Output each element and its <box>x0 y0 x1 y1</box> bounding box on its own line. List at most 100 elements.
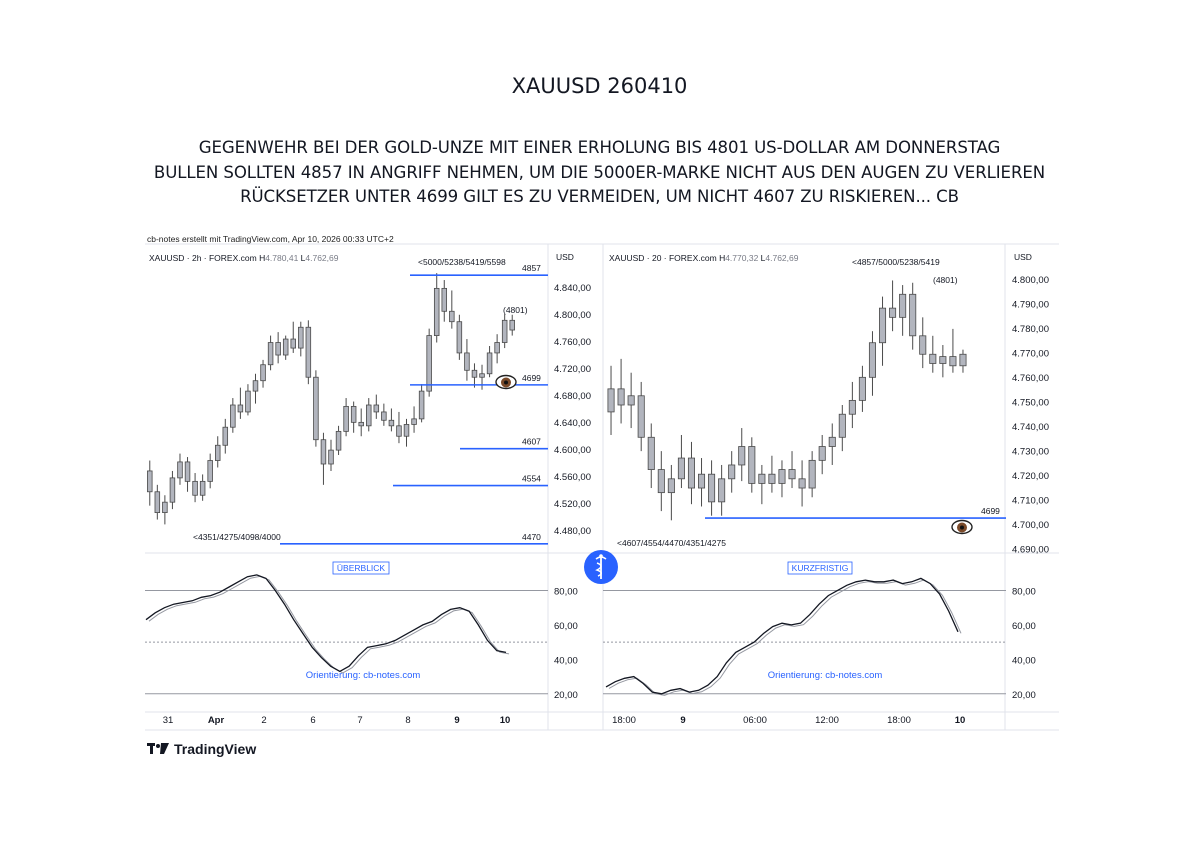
candle-body <box>237 404 244 413</box>
candle-body <box>260 364 266 382</box>
eye-icon <box>495 374 517 390</box>
top-targets-note: <5000/5238/5419/5598 <box>418 257 506 267</box>
time-tick-label: Apr <box>208 715 225 726</box>
candle-body <box>267 342 274 366</box>
recovery-high-label: (4801) <box>503 305 528 315</box>
level-label: 4857 <box>522 263 541 273</box>
candle-body <box>479 373 485 378</box>
bottom-targets-note: <4351/4275/4098/4000 <box>193 532 281 542</box>
chart-high-value: 4.770,32 <box>725 253 760 263</box>
candle-body <box>366 404 372 427</box>
candle-body <box>358 421 364 427</box>
candle-body <box>162 501 168 513</box>
tradingview-logo-icon <box>147 743 169 754</box>
time-tick-label: 31 <box>163 715 174 726</box>
candle-body <box>509 319 515 331</box>
oscillator-signal-line <box>148 575 510 674</box>
level-label: 4554 <box>522 474 541 484</box>
candle-body <box>889 307 897 318</box>
candle-body <box>768 473 776 484</box>
price-tick-label: 4.740,00 <box>1012 422 1049 433</box>
candle-body <box>169 477 176 503</box>
chart-header: XAUUSD · 2h · FOREX.com H4.780,41 L4.762… <box>149 253 339 263</box>
candle-body <box>828 436 836 447</box>
candle-body <box>290 338 296 349</box>
headline-block: GEGENWEHR BEI DER GOLD-UNZE MIT EINER ER… <box>0 136 1199 210</box>
candle-body <box>848 399 856 415</box>
candle-body <box>214 444 221 461</box>
candle-body <box>426 335 432 392</box>
price-tick-label: 4.600,00 <box>554 445 591 456</box>
time-tick-label: 9 <box>680 715 685 726</box>
chart-high-label: H <box>719 253 725 263</box>
oscillator-tick-label: 40,00 <box>1012 655 1036 666</box>
price-tick-label: 4.680,00 <box>554 391 591 402</box>
candle-body <box>350 405 357 423</box>
candle-body <box>381 411 387 421</box>
price-tick-label: 4.720,00 <box>554 364 591 375</box>
time-tick-label: 10 <box>500 715 511 726</box>
candle-body <box>748 446 756 484</box>
candle-body <box>199 480 206 496</box>
candle-body <box>899 293 907 318</box>
chart-low-value: 4.762,69 <box>305 253 338 263</box>
candle-body <box>929 353 937 364</box>
time-tick-label: 2 <box>261 715 266 726</box>
candle-body <box>919 335 927 355</box>
recovery-high-label: (4801) <box>933 275 958 285</box>
level-label: 4470 <box>522 532 541 542</box>
candle-body <box>207 460 213 482</box>
candle-body <box>464 352 470 371</box>
oscillator-tick-label: 20,00 <box>1012 690 1036 701</box>
price-tick-label: 4.800,00 <box>1012 275 1049 286</box>
chart-symbol: XAUUSD · 20 · FOREX.com <box>609 253 719 263</box>
headline-line-1: GEGENWEHR BEI DER GOLD-UNZE MIT EINER ER… <box>198 138 1001 157</box>
candle-body <box>388 419 395 427</box>
price-tick-label: 4.800,00 <box>554 310 591 321</box>
oscillator-badge-box <box>787 561 853 575</box>
oscillator-tick-label: 60,00 <box>554 621 578 632</box>
candle-body <box>396 425 402 437</box>
oscillator-tick-label: 80,00 <box>554 586 578 597</box>
caduceus-icon[interactable] <box>584 550 618 584</box>
currency-label: USD <box>1014 252 1032 262</box>
oscillator-main-line <box>605 577 959 695</box>
candle-body <box>909 293 917 337</box>
eye-icon <box>951 519 973 535</box>
candle-body <box>868 342 876 378</box>
time-tick-label: 10 <box>955 715 966 726</box>
price-tick-label: 4.790,00 <box>1012 300 1049 311</box>
top-targets-note: <4857/5000/5238/5419 <box>852 257 940 267</box>
candle-body <box>252 380 259 392</box>
headline-line-2: BULLEN SOLLTEN 4857 IN ANGRIFF NEHMEN, U… <box>153 162 1046 182</box>
candle-body <box>718 478 726 503</box>
candle-body <box>657 469 665 494</box>
candle-body <box>728 464 736 480</box>
candle-body <box>343 405 349 432</box>
candle-body <box>677 457 685 480</box>
price-tick-label: 4.750,00 <box>1012 398 1049 409</box>
level-label: 4607 <box>522 437 541 447</box>
chart-header: XAUUSD · 20 · FOREX.com H4.770,32 L4.762… <box>609 253 799 263</box>
candle-body <box>275 342 281 356</box>
candle-body <box>192 480 198 496</box>
price-tick-label: 4.640,00 <box>554 418 591 429</box>
price-tick-label: 4.780,00 <box>1012 324 1049 335</box>
price-tick-label: 4.560,00 <box>554 472 591 483</box>
time-tick-label: 18:00 <box>612 715 636 726</box>
candle-body <box>788 469 796 480</box>
chart-low-label: L <box>761 253 766 263</box>
chart-frame <box>145 243 1059 731</box>
left-panel: XAUUSD · 2h · FOREX.com H4.780,41 L4.762… <box>145 252 591 726</box>
time-tick-label: 8 <box>405 715 410 726</box>
oscillator-tick-label: 60,00 <box>1012 621 1036 632</box>
chart-symbol: XAUUSD · 2h · FOREX.com <box>149 253 259 263</box>
time-tick-label: 9 <box>454 715 459 726</box>
candle-body <box>607 388 615 413</box>
oscillator-tick-label: 20,00 <box>554 690 578 701</box>
price-tick-label: 4.840,00 <box>554 283 591 294</box>
oscillator-watermark: Orientierung: cb-notes.com <box>768 670 883 681</box>
candle-body <box>879 307 887 344</box>
candle-body <box>373 404 380 413</box>
